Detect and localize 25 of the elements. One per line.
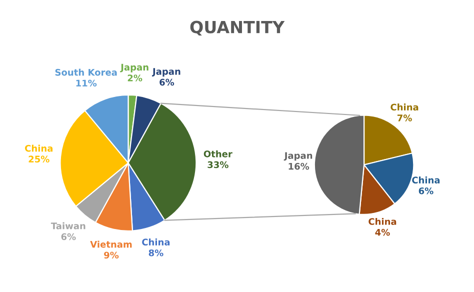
data-label: 6% [418,187,434,194]
slice-label: China [25,144,53,152]
slice-label: China [142,238,170,246]
slice-label: China [390,104,418,111]
slice-label: China [412,176,440,184]
slice-label: Japan [284,152,312,161]
slice-label: Taiwan [50,222,86,230]
data-label: 4% [375,228,390,236]
data-label: 6% [61,233,76,240]
slice-label: Vietnam [90,240,132,248]
data-label: 11% [76,80,97,87]
chart-title: QUANTITY [190,20,285,36]
data-label: 16% [288,162,310,170]
slice-label: China [368,218,396,225]
slice-label: Japan [120,64,148,72]
data-label: 33% [208,161,228,168]
data-label: 6% [160,78,174,86]
slice-label: South Korea [55,68,117,76]
data-label: 8% [148,249,164,256]
data-label: 9% [104,252,119,259]
slice-label: Other [204,150,232,158]
data-label: 7% [397,114,412,122]
data-label: 25% [28,156,50,163]
data-label: 2% [128,74,142,82]
slice-label: Japan [152,68,180,77]
